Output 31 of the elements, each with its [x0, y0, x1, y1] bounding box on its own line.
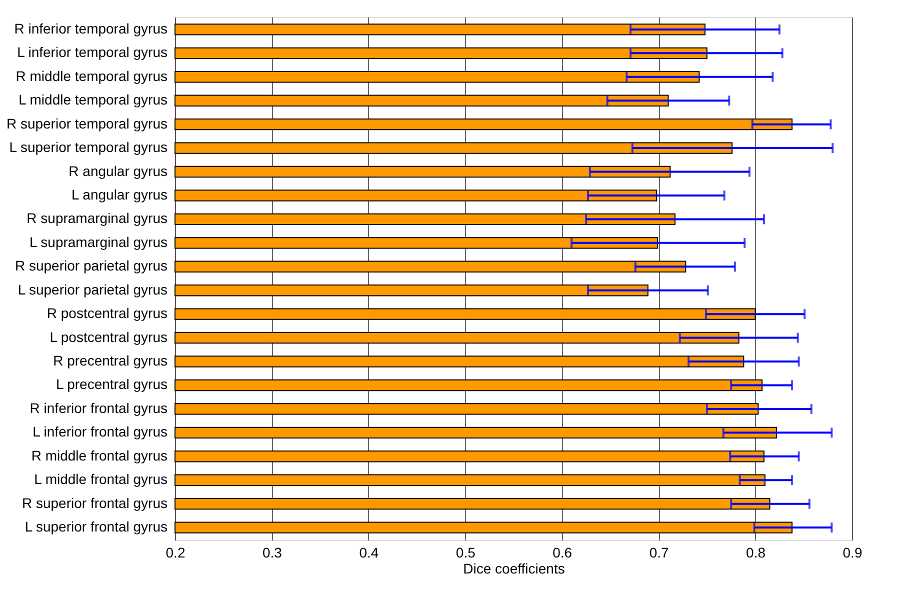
x-tick-label: 0.8	[746, 544, 766, 560]
y-tick-label: R superior temporal gyrus	[6, 115, 168, 132]
y-tick-label: L supramarginal gyrus	[30, 234, 168, 250]
x-tick-label: 0.4	[359, 544, 379, 560]
y-tick-label: L inferior temporal gyrus	[17, 44, 168, 60]
y-tick-label: L superior temporal gyrus	[9, 139, 168, 156]
x-tick-label: 0.2	[166, 544, 186, 560]
y-tick-label: L angular gyrus	[72, 186, 168, 202]
y-tick-label: R precentral gyrus	[53, 352, 168, 369]
y-tick-label: R middle temporal gyrus	[16, 68, 168, 84]
y-tick-label: R middle frontal gyrus	[31, 447, 168, 464]
y-tick-label: L inferior frontal gyrus	[32, 424, 168, 440]
x-tick-label: 0.9	[842, 544, 862, 560]
y-tick-label: R superior parietal gyrus	[14, 258, 168, 274]
x-tick-label: 0.7	[649, 544, 670, 560]
y-tick-label: L superior frontal gyrus	[24, 518, 168, 535]
x-tick-label: 0.3	[262, 544, 282, 560]
y-tick-label: L precentral gyrus	[56, 376, 168, 392]
y-tick-label: R supramarginal gyrus	[26, 210, 168, 226]
y-tick-label: R inferior temporal gyrus	[14, 20, 168, 36]
y-tick-label: L middle frontal gyrus	[34, 471, 168, 488]
y-tick-label: R inferior frontal gyrus	[30, 400, 168, 416]
x-tick-label: 0.6	[552, 544, 572, 560]
y-tick-label: L postcentral gyrus	[50, 328, 168, 345]
x-tick-label: 0.5	[456, 544, 476, 560]
y-tick-label: R superior frontal gyrus	[22, 494, 168, 511]
x-axis-title: Dice coefficients	[463, 560, 565, 576]
y-tick-label: L superior parietal gyrus	[18, 281, 168, 298]
y-tick-label: R angular gyrus	[68, 162, 168, 179]
y-tick-label: L middle temporal gyrus	[18, 92, 168, 108]
y-tick-label: R postcentral gyrus	[46, 305, 168, 322]
